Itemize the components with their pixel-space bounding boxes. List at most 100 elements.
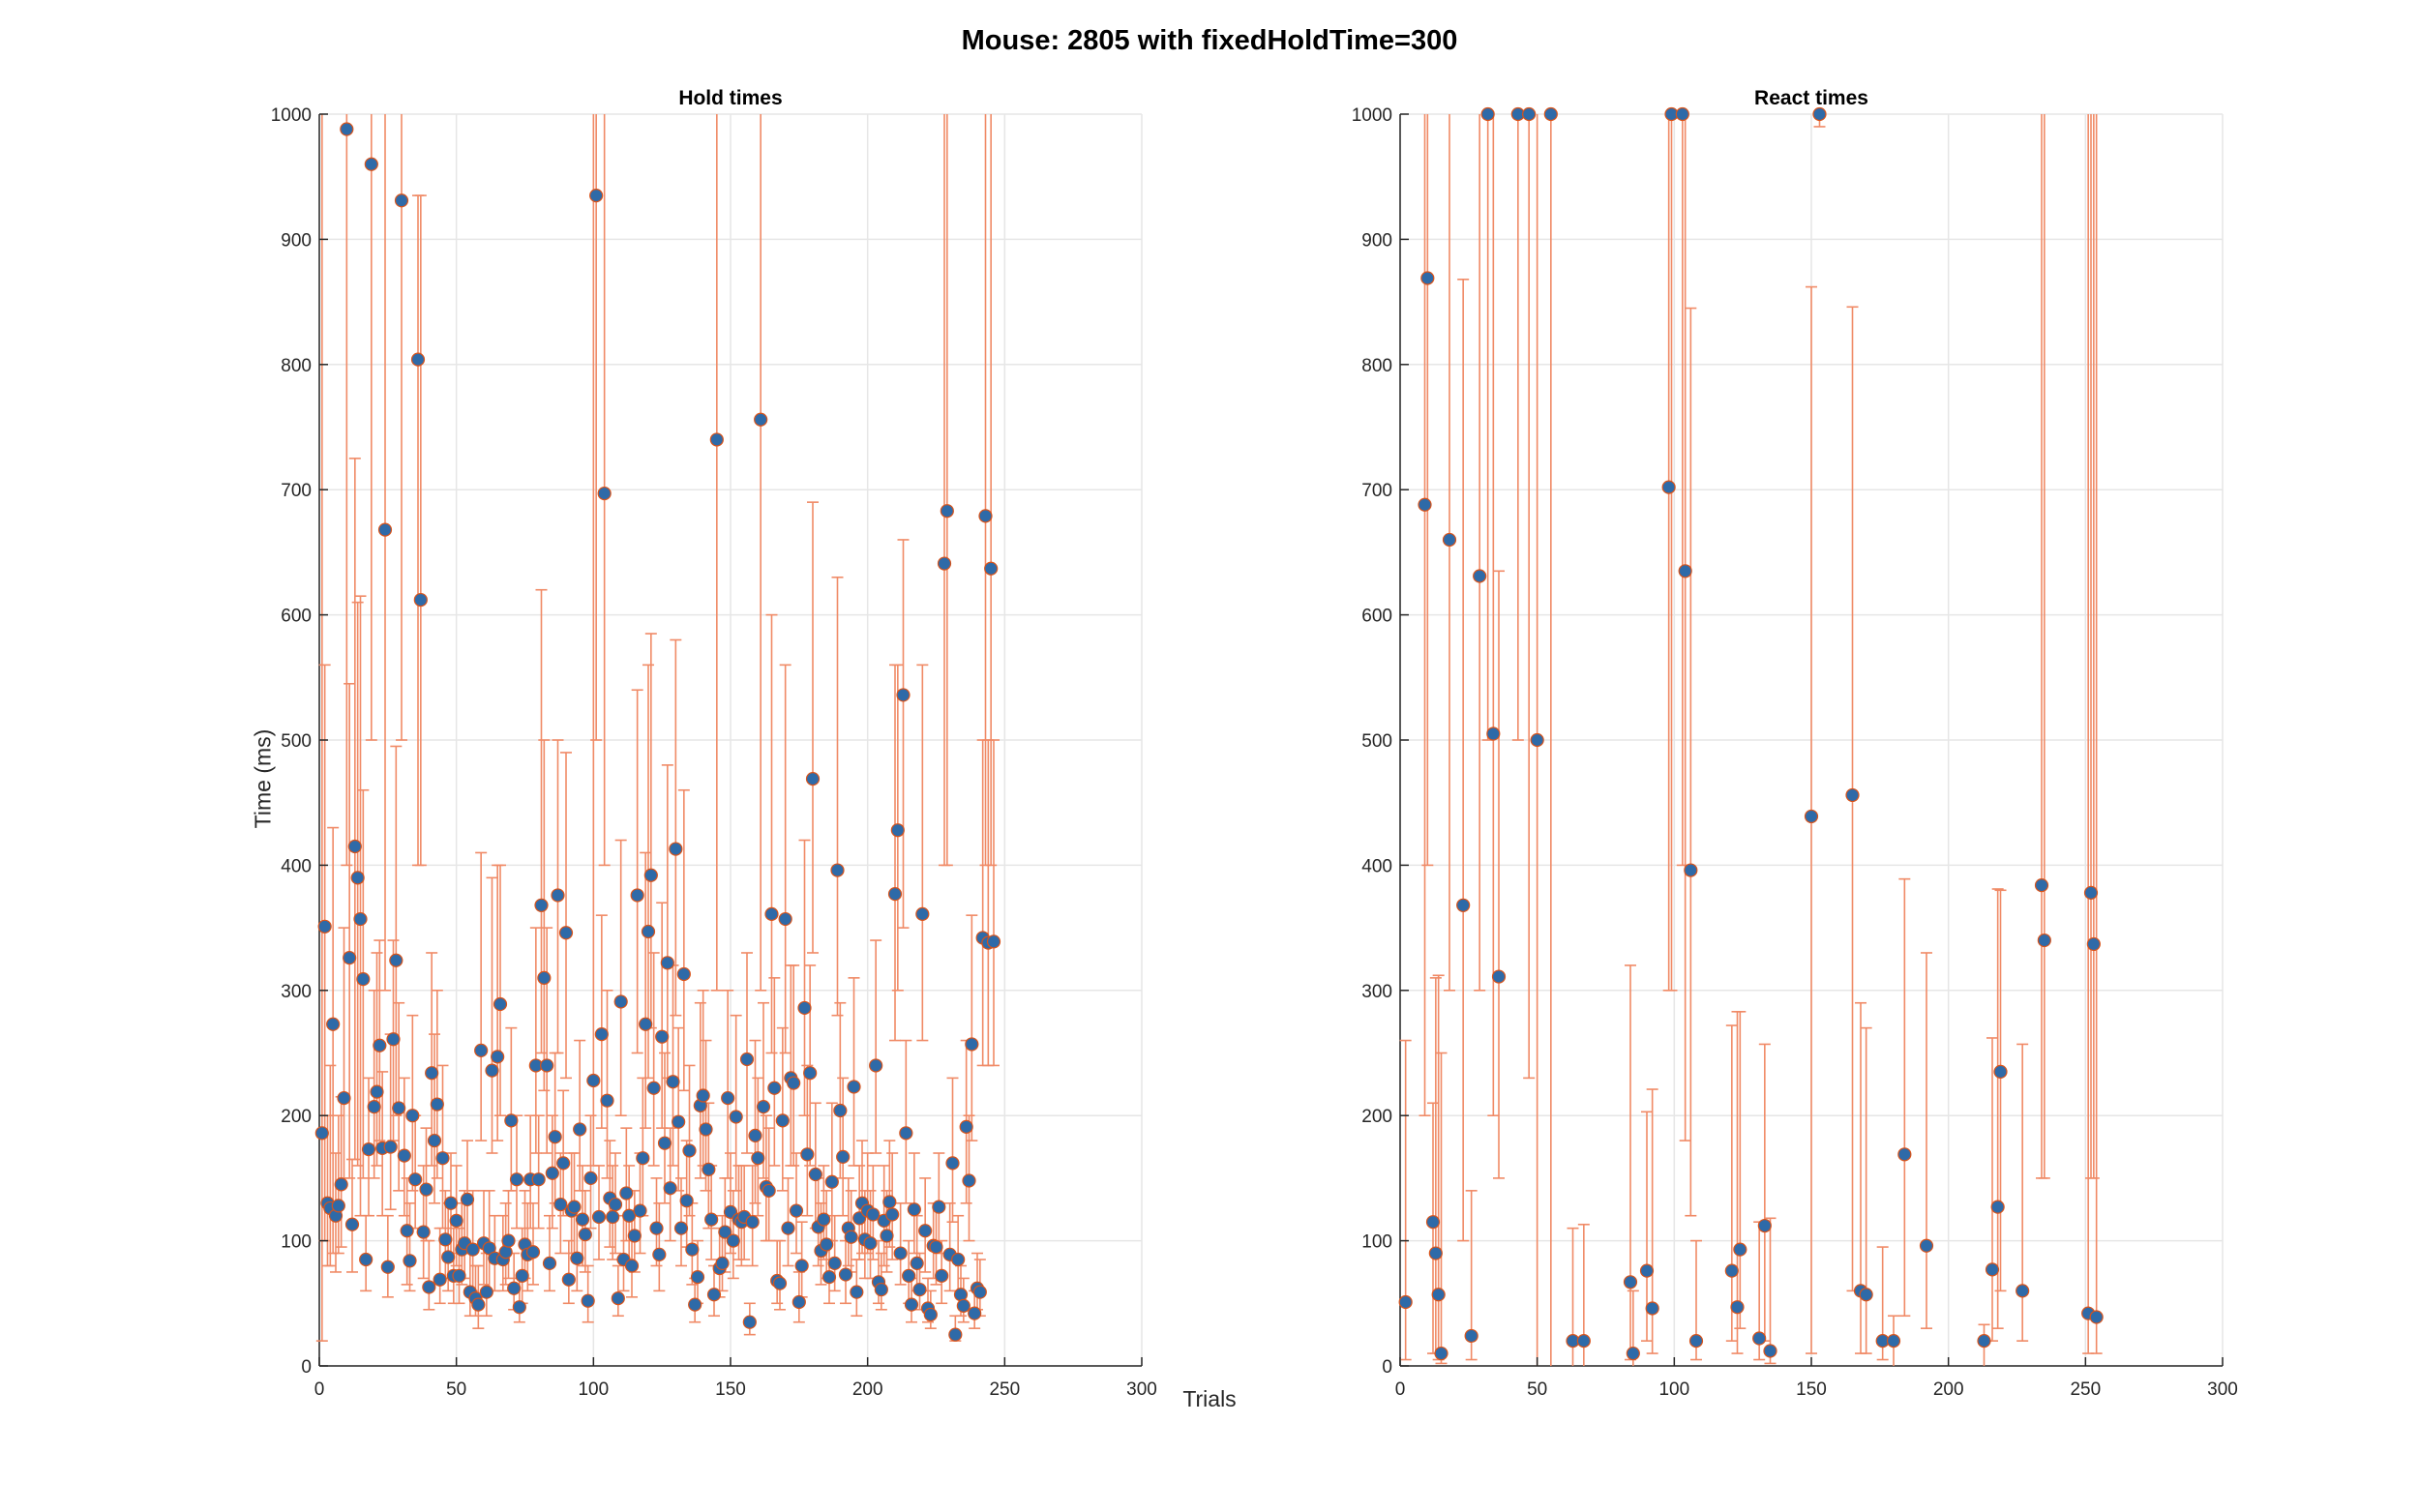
data-point — [704, 1212, 719, 1227]
data-point — [1730, 1300, 1745, 1315]
error-bar — [988, 739, 1000, 1067]
data-point — [646, 1081, 661, 1095]
data-point — [493, 996, 508, 1012]
data-point — [441, 1250, 456, 1264]
error-bar — [807, 501, 819, 954]
y-tick-label: 500 — [1361, 731, 1392, 752]
data-point — [525, 1245, 541, 1260]
error-bar — [788, 964, 800, 1167]
data-point — [904, 1297, 919, 1312]
data-point — [827, 1256, 842, 1270]
data-point — [756, 1100, 771, 1114]
error-bar — [883, 1140, 896, 1248]
data-point — [962, 1173, 976, 1188]
error-bar — [390, 745, 403, 1116]
data-point — [965, 1037, 979, 1052]
data-point — [754, 412, 768, 427]
data-point — [830, 863, 845, 877]
error-bar — [1487, 114, 1500, 1116]
data-point — [551, 888, 565, 903]
data-point — [326, 1017, 341, 1031]
data-point — [1661, 480, 1676, 494]
data-point — [1576, 1334, 1591, 1349]
error-bar — [1679, 114, 1691, 1141]
data-point — [797, 1000, 812, 1016]
data-point — [951, 1252, 966, 1267]
data-point — [353, 911, 368, 927]
data-point — [1985, 1262, 2000, 1277]
error-bar — [398, 1077, 410, 1217]
error-bar — [722, 989, 734, 1179]
data-point — [673, 1221, 689, 1235]
data-point — [567, 1200, 582, 1214]
y-tick-label: 800 — [1361, 356, 1392, 376]
error-bar — [755, 114, 767, 992]
data-point — [729, 1110, 743, 1124]
x-tick-label: 0 — [314, 1379, 325, 1400]
error-bar — [494, 864, 506, 1116]
data-point — [817, 1212, 831, 1227]
y-tick-label: 500 — [281, 731, 312, 752]
react-panel-title: React times — [1754, 87, 1868, 109]
data-point — [485, 1063, 499, 1078]
y-tick-label: 0 — [1382, 1357, 1392, 1378]
data-point — [347, 839, 362, 854]
data-point — [370, 1084, 384, 1099]
error-bar — [414, 194, 427, 867]
data-point — [350, 871, 365, 885]
data-point — [709, 432, 724, 447]
data-point — [869, 1058, 883, 1073]
data-point — [836, 1149, 851, 1165]
x-tick-label: 100 — [1658, 1379, 1689, 1400]
error-bar — [1493, 570, 1505, 1179]
error-bar — [1725, 1024, 1738, 1342]
data-point — [984, 561, 999, 576]
data-point — [1530, 732, 1544, 748]
data-point — [682, 1143, 697, 1158]
y-tick-label: 0 — [301, 1357, 312, 1378]
error-bar — [1734, 1010, 1747, 1329]
data-point — [1623, 1275, 1638, 1290]
data-point — [885, 1207, 900, 1222]
data-point — [611, 1291, 625, 1306]
data-point — [690, 1270, 705, 1285]
error-bar — [1986, 1037, 1998, 1342]
error-bar — [582, 1264, 594, 1323]
data-point — [764, 906, 779, 921]
data-point — [558, 926, 574, 940]
error-bar — [946, 1077, 959, 1223]
data-point — [600, 1093, 614, 1108]
y-tick-label: 1000 — [271, 105, 312, 126]
data-point — [512, 1300, 526, 1315]
data-point — [929, 1239, 943, 1255]
x-tick-label: 150 — [1796, 1379, 1827, 1400]
data-point — [1990, 1200, 2005, 1214]
data-point — [808, 1167, 822, 1182]
data-point — [1757, 1218, 1772, 1233]
error-bar — [1421, 114, 1434, 867]
error-bar — [403, 1201, 416, 1292]
error-bar — [677, 788, 690, 1092]
data-point — [699, 1122, 713, 1137]
error-bar — [1921, 952, 1932, 1329]
y-tick-label: 100 — [1361, 1232, 1392, 1253]
data-point — [1684, 863, 1698, 877]
data-point — [679, 1194, 694, 1208]
data-point — [751, 1151, 765, 1166]
x-tick-label: 100 — [578, 1379, 609, 1400]
y-tick-label: 700 — [281, 481, 312, 501]
data-point — [907, 1202, 921, 1217]
data-point — [915, 906, 930, 921]
data-point — [923, 1307, 938, 1322]
data-point — [666, 1075, 680, 1089]
data-point — [986, 934, 1001, 949]
data-point — [791, 1294, 806, 1310]
data-point — [874, 1282, 888, 1297]
y-tick-label: 400 — [1361, 856, 1392, 876]
data-point — [573, 1122, 587, 1137]
data-point — [314, 1126, 329, 1141]
data-point — [1420, 271, 1435, 285]
data-point — [1752, 1331, 1767, 1346]
